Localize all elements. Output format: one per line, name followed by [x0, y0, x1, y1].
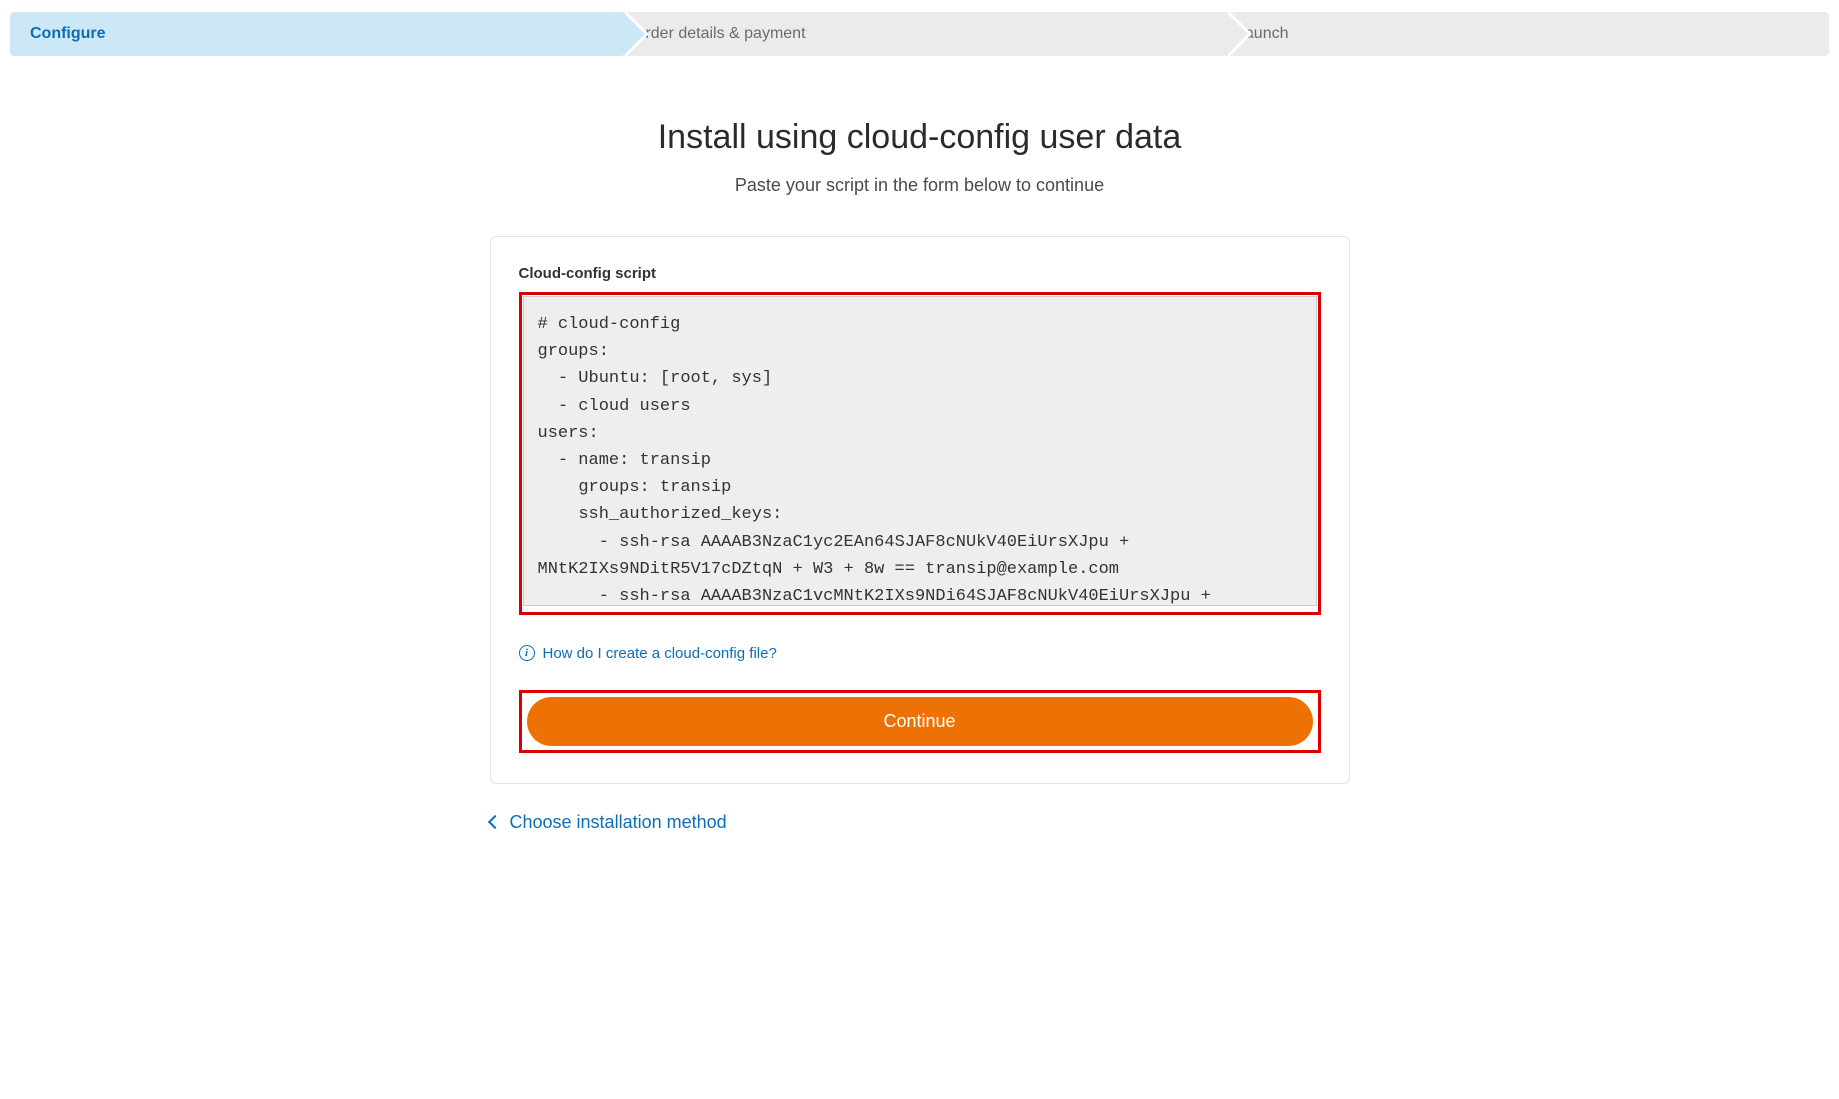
back-link-text: Choose installation method: [510, 812, 727, 833]
config-card: Cloud-config script i How do I create a …: [490, 236, 1350, 784]
chevron-left-icon: [487, 815, 501, 829]
back-link[interactable]: Choose installation method: [490, 812, 727, 833]
step-label: Order details & payment: [633, 25, 806, 43]
page-title: Install using cloud-config user data: [0, 118, 1839, 157]
step-configure[interactable]: Configure: [10, 12, 623, 56]
step-order-details[interactable]: Order details & payment: [603, 12, 1226, 56]
script-field-label: Cloud-config script: [519, 265, 1321, 282]
help-link[interactable]: i How do I create a cloud-config file?: [519, 645, 777, 662]
info-icon: i: [519, 645, 535, 661]
cloud-config-script-input[interactable]: [523, 296, 1317, 606]
page-subtitle: Paste your script in the form below to c…: [0, 175, 1839, 196]
help-link-text: How do I create a cloud-config file?: [543, 645, 777, 662]
continue-button[interactable]: Continue: [527, 697, 1313, 746]
continue-highlight-box: Continue: [519, 690, 1321, 753]
step-launch[interactable]: Launch: [1206, 12, 1829, 56]
step-label: Configure: [30, 25, 106, 43]
progress-stepper: Configure Order details & payment Launch: [0, 0, 1839, 68]
script-highlight-box: [519, 292, 1321, 615]
